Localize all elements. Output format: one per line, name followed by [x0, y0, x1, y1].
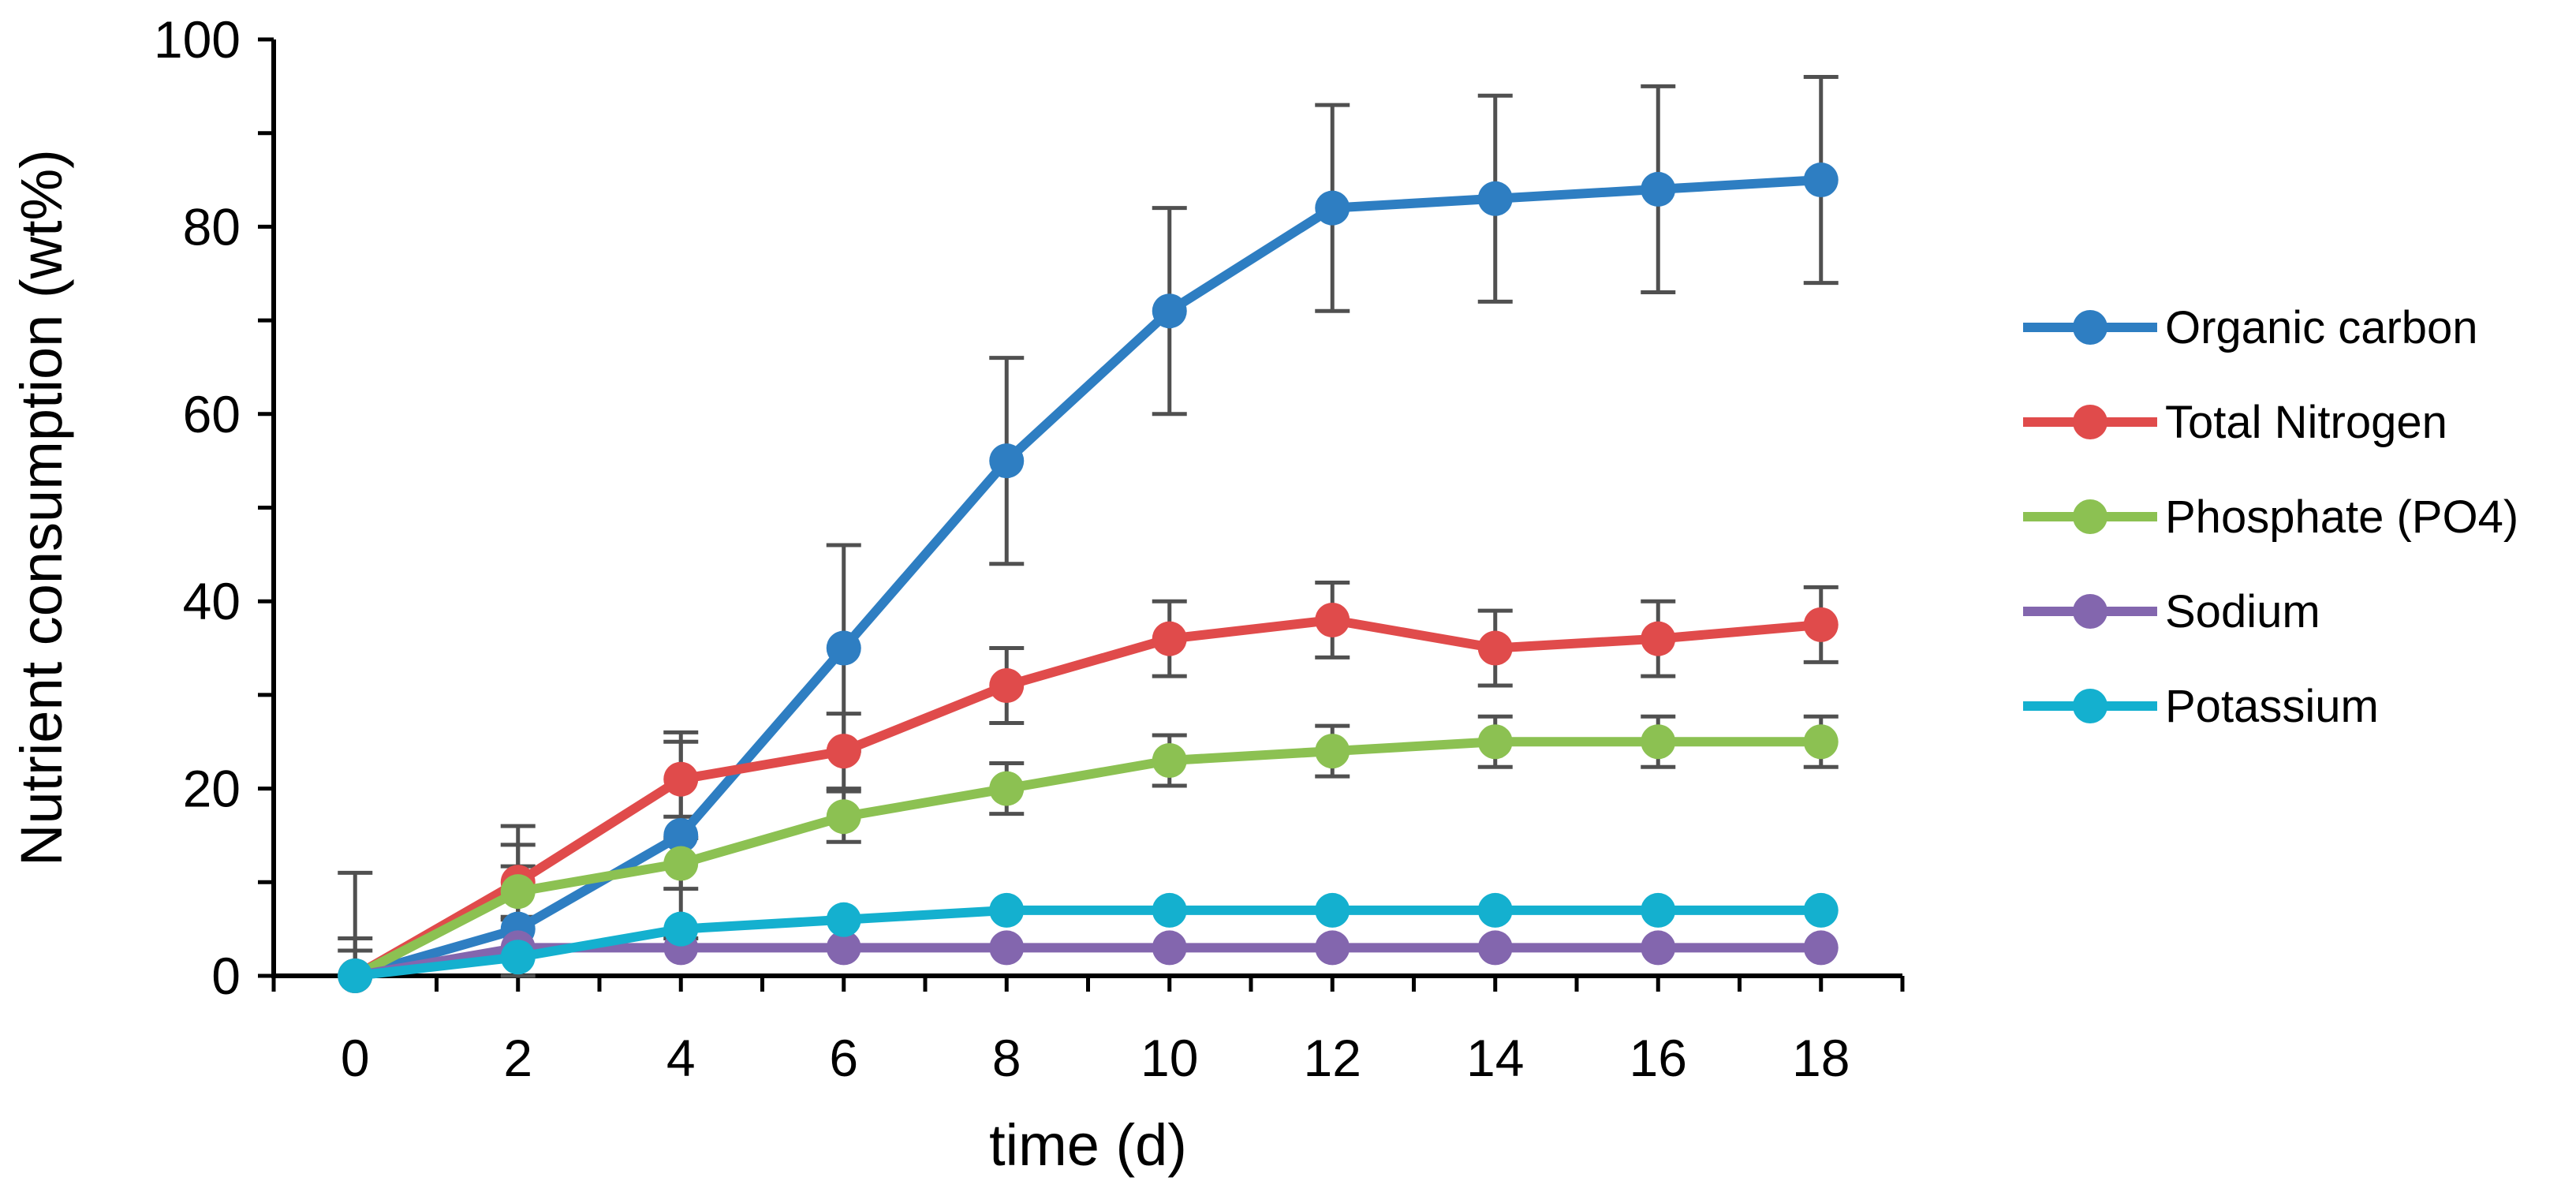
x-tick-label: 4 — [666, 1029, 696, 1087]
data-point — [1641, 724, 1676, 760]
x-tick-label: 2 — [503, 1029, 532, 1087]
data-point — [1641, 621, 1676, 656]
legend-label: Organic carbon — [2165, 302, 2478, 353]
data-point — [500, 940, 536, 975]
series-line — [353, 615, 1822, 981]
data-point — [989, 668, 1025, 704]
data-point — [826, 734, 861, 769]
legend-swatch-marker — [2073, 689, 2107, 723]
x-tick-label: 8 — [992, 1029, 1021, 1087]
series-phosphate-po4 — [338, 724, 1839, 993]
data-point — [1477, 630, 1513, 666]
data-point — [663, 846, 699, 881]
data-point — [989, 930, 1025, 966]
data-point — [1152, 293, 1187, 329]
legend-label: Total Nitrogen — [2165, 397, 2447, 448]
data-point — [338, 958, 373, 993]
legend-entry: Organic carbon — [2023, 302, 2478, 353]
data-point — [1641, 892, 1676, 928]
data-point — [1315, 930, 1350, 966]
data-point — [1803, 724, 1839, 760]
legend: Organic carbon Total Nitrogen Phosphate (P… — [2023, 302, 2518, 732]
legend-swatch-marker — [2073, 499, 2107, 534]
legend-entry: Potassium — [2023, 681, 2379, 732]
legend-label: Sodium — [2165, 586, 2320, 637]
x-axis-title: time (d) — [989, 1112, 1187, 1178]
x-tick-label: 6 — [829, 1029, 858, 1087]
legend-entry: Phosphate (PO4) — [2023, 491, 2518, 543]
data-point — [1803, 607, 1839, 642]
y-tick-label: 0 — [211, 947, 241, 1005]
series-line — [353, 737, 1821, 981]
data-point — [1477, 892, 1513, 928]
data-point — [1315, 190, 1350, 226]
data-point — [1152, 892, 1187, 928]
data-point — [1152, 930, 1187, 966]
series-line — [354, 905, 1821, 981]
data-point — [1803, 163, 1839, 198]
x-tick-label: 0 — [341, 1029, 370, 1087]
data-point — [826, 930, 861, 966]
legend-entry: Total Nitrogen — [2023, 397, 2447, 448]
data-point — [1315, 892, 1350, 928]
data-point — [1315, 734, 1350, 769]
x-tick-label: 12 — [1304, 1029, 1361, 1087]
y-tick-label: 60 — [183, 385, 241, 443]
y-tick-label: 100 — [154, 10, 241, 69]
data-point — [500, 874, 536, 910]
data-point — [1477, 930, 1513, 966]
data-point — [1152, 621, 1187, 656]
y-axis-title: Nutrient consumption (wt%) — [9, 149, 74, 866]
x-tick-label: 14 — [1466, 1029, 1524, 1087]
y-tick-label: 20 — [183, 760, 241, 818]
series-organic-carbon — [338, 163, 1839, 993]
data-point — [826, 902, 861, 937]
data-point — [1477, 181, 1513, 216]
error-bars — [338, 74, 1839, 978]
y-tick-label: 80 — [183, 197, 241, 256]
data-point — [1641, 930, 1676, 966]
data-point — [663, 911, 699, 947]
data-point — [663, 761, 699, 797]
data-point — [663, 817, 699, 853]
data-series — [338, 163, 1839, 993]
data-point — [1641, 171, 1676, 207]
legend-label: Potassium — [2165, 681, 2379, 732]
data-point — [826, 799, 861, 835]
data-point — [989, 443, 1025, 479]
data-point — [1803, 892, 1839, 928]
y-tick-label: 40 — [183, 572, 241, 630]
x-tick-label: 16 — [1630, 1029, 1687, 1087]
data-point — [1477, 724, 1513, 760]
data-point — [1152, 742, 1187, 778]
legend-swatch-marker — [2073, 405, 2107, 439]
x-tick-label: 10 — [1141, 1029, 1198, 1087]
series-potassium — [338, 892, 1839, 993]
data-point — [1315, 602, 1350, 637]
data-point — [1803, 930, 1839, 966]
series-total-nitrogen — [338, 602, 1839, 993]
data-point — [989, 892, 1025, 928]
legend-swatch-marker — [2073, 594, 2107, 629]
legend-label: Phosphate (PO4) — [2165, 491, 2518, 543]
series-line — [353, 175, 1822, 981]
data-point — [826, 630, 861, 666]
legend-entry: Sodium — [2023, 586, 2320, 637]
data-point — [989, 771, 1025, 806]
legend-swatch-marker — [2073, 310, 2107, 345]
x-tick-label: 18 — [1792, 1029, 1850, 1087]
axes: 0 20 40 60 80 100 0 2 4 6 8 10 12 14 16 18 — [154, 10, 1905, 1087]
